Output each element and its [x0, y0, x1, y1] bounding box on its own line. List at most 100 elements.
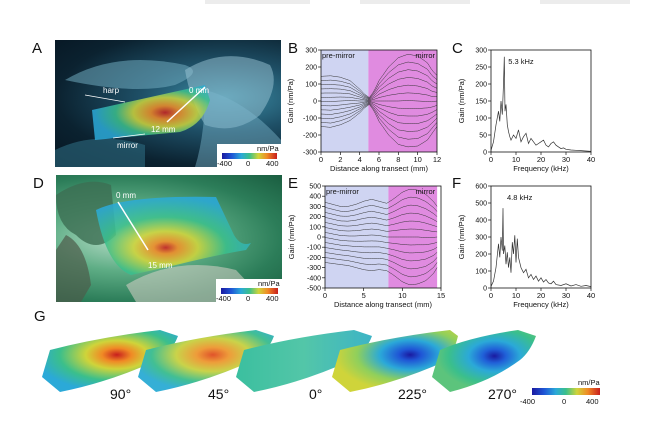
x-tick-label: 40 [587, 155, 595, 164]
trace-line [324, 247, 438, 262]
panel-label-f: F [452, 175, 462, 192]
y-tick-label: 100 [309, 224, 321, 231]
panel-label-b: B [288, 40, 299, 57]
trace-line [320, 101, 438, 117]
trace-line [324, 242, 438, 254]
x-axis-label: Frequency (kHz) [513, 164, 569, 173]
colorbar-unit-d: nm/Pa [258, 279, 280, 288]
y-tick-label: 300 [309, 204, 321, 211]
y-axis-label: Gain (nm/Pa) [457, 214, 466, 259]
x-tick-label: 0 [489, 291, 493, 300]
chart-e: 0 5 10 15 -500 -400 -300 -200 -100 0 100 200 300 400 5… [285, 180, 450, 310]
x-tick-label: 2 [338, 155, 342, 164]
plot-frame [490, 185, 592, 289]
annotation-15mm: 15 mm [148, 261, 173, 270]
y-tick-label: -100 [307, 245, 321, 252]
colorbar-unit-g: nm/Pa [578, 378, 600, 387]
y-tick-label: -500 [307, 286, 321, 293]
x-tick-label: 40 [587, 291, 595, 300]
x-tick-label: 30 [562, 155, 570, 164]
trace-line [324, 212, 438, 222]
heatmap-overlay-d [96, 196, 251, 275]
y-axis-label: Gain (nm/Pa) [287, 214, 296, 259]
spectrum-line [490, 56, 592, 152]
colorbar-a: nm/Pa -400 0 400 [217, 144, 281, 167]
region-label-mirror: mirror [415, 51, 435, 60]
panel-label-g: G [34, 308, 46, 325]
y-tick-label: 300 [475, 48, 487, 55]
peak-label: 4.8 kHz [507, 193, 533, 202]
wing-g-225 [332, 330, 458, 392]
trace-line [324, 188, 438, 207]
wing-g-45 [138, 330, 274, 392]
angle-label-45: 45° [208, 386, 230, 402]
colorbar-unit-a: nm/Pa [257, 144, 279, 153]
wing-g-90 [42, 330, 178, 392]
y-tick-label: 500 [309, 184, 321, 191]
y-tick-label: 200 [475, 252, 487, 259]
plot-frame [490, 49, 592, 153]
y-tick-label: 150 [475, 99, 487, 106]
y-tick-label: -300 [307, 265, 321, 272]
cricket-photo-a: harp mirror 0 mm 12 mm nm/Pa -400 0 400 [55, 40, 281, 167]
y-tick-label: -200 [307, 255, 321, 262]
peak-label: 5.3 kHz [508, 57, 534, 66]
trace-line [320, 92, 438, 101]
x-tick-label: 0 [319, 155, 323, 164]
trace-line [320, 100, 438, 103]
y-tick-label: 0 [313, 99, 317, 106]
trace-line [324, 196, 438, 212]
y-tick-label: 400 [475, 218, 487, 225]
colorbar-tick-g-zero: 0 [562, 397, 567, 406]
spectrum-line [490, 208, 592, 287]
trace-line [320, 104, 438, 148]
y-tick-label: 0 [483, 150, 487, 157]
y-tick-label: -400 [307, 275, 321, 282]
x-tick-label: 30 [562, 291, 570, 300]
x-axis-label: Distance along transect (mm) [334, 300, 432, 309]
x-axis-label: Frequency (kHz) [513, 300, 569, 309]
region-pre-mirror [325, 186, 389, 288]
trace-line [324, 204, 438, 217]
wing-g-0 [236, 330, 372, 392]
panel-label-e: E [288, 175, 299, 192]
colorbar-tick-a-min: -400 [217, 159, 233, 167]
y-tick-label: 200 [305, 65, 317, 72]
x-tick-label: 0 [489, 155, 493, 164]
region-label-premirror: pre-mirror [326, 187, 359, 196]
colorbar-tick-d-zero: 0 [246, 294, 251, 302]
x-tick-label: 10 [398, 291, 406, 300]
y-tick-label: 100 [475, 269, 487, 276]
x-tick-label: 20 [537, 291, 545, 300]
y-tick-label: 200 [309, 214, 321, 221]
chart-f: 0 10 20 30 40 0 100 200 300 400 500 600 Frequency (k… [455, 180, 605, 310]
trace-line [321, 69, 438, 99]
cricket-illustration-d [56, 181, 266, 302]
trace-line [320, 103, 438, 140]
angle-label-225: 225° [398, 386, 427, 402]
region-label-premirror: pre-mirror [322, 51, 355, 60]
panel-label-c: C [452, 40, 463, 57]
x-axis-label: Distance along transect (mm) [330, 164, 428, 173]
chart-svg-C: 0 10 20 30 40 0 50 100 150 200 250 300 Frequency (kH… [457, 48, 595, 174]
heatmap-overlay-a [92, 85, 210, 140]
chart-svg-E: 0 5 10 15 -500 -400 -300 -200 -100 0 100 200 300 400 5… [287, 184, 445, 310]
panel-label-d: D [33, 175, 44, 192]
trace-line [320, 101, 438, 109]
y-tick-label: 600 [475, 184, 487, 191]
panel-label-a: A [32, 40, 43, 57]
y-axis-label: Gain (nm/Pa) [286, 78, 295, 123]
y-tick-label: 100 [305, 82, 317, 89]
region-label-mirror: mirror [416, 187, 436, 196]
trace-line [321, 77, 438, 100]
trace-line [324, 257, 438, 278]
colorbar-tick-a-max: 400 [266, 159, 279, 167]
cricket-photo-d: 0 mm 15 mm nm/Pa -400 0 400 [56, 175, 282, 302]
annotation-12mm: 12 mm [151, 125, 176, 134]
x-tick-label: 12 [433, 155, 441, 164]
trace-line [324, 252, 438, 270]
chart-c: 0 10 20 30 40 0 50 100 150 200 250 300 Frequency (kH… [455, 44, 605, 174]
y-tick-label: -300 [303, 150, 317, 157]
colorbar-tick-g-min: -400 [520, 397, 536, 406]
